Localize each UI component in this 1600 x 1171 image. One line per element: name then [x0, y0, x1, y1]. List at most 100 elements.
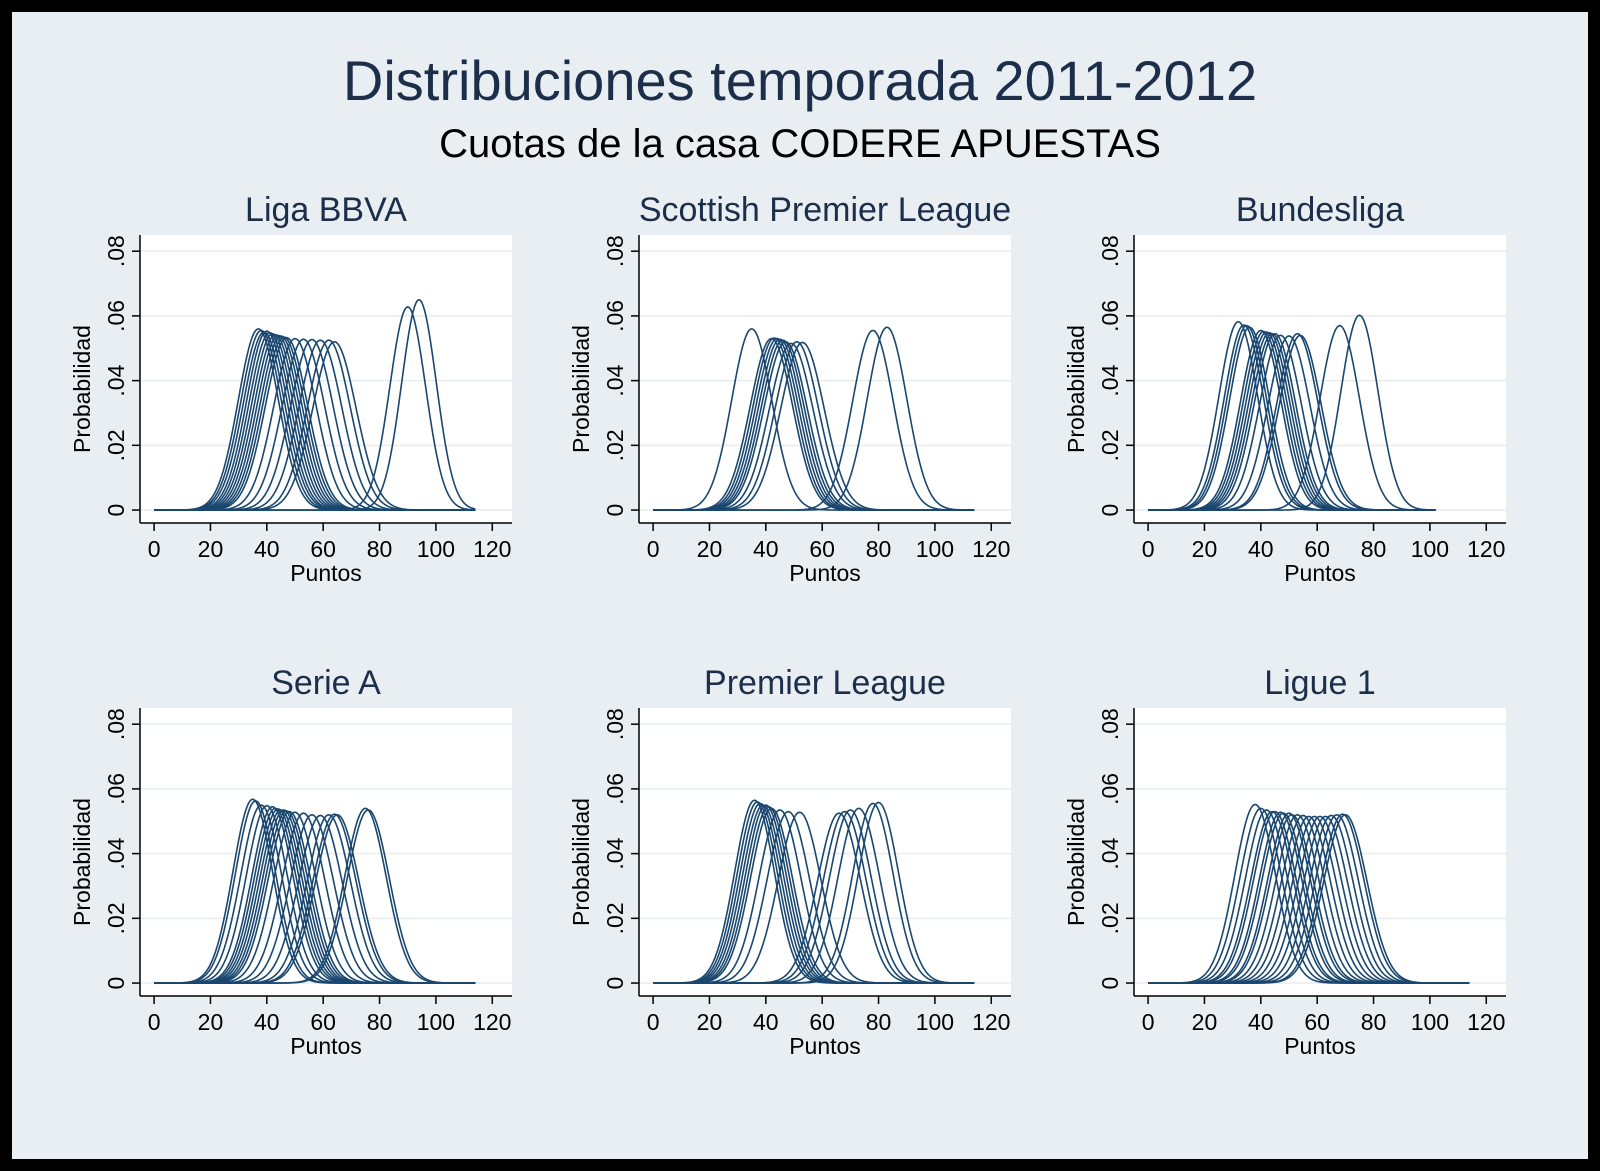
- y-tick-label: 0: [1097, 504, 1123, 517]
- x-tick-label: 80: [367, 536, 393, 562]
- y-tick-label: 0: [103, 504, 129, 517]
- chart-grid: Liga BBVA 0 20 40 60 80 100 120 0 .02 .04 .06 .08 Pun…: [69, 191, 1506, 1059]
- chart-title: Ligue 1: [1264, 664, 1376, 702]
- y-axis-label: Probabilidad: [568, 325, 594, 453]
- x-tick-label: 20: [198, 536, 224, 562]
- plot-area: [140, 235, 512, 523]
- x-tick-label: 60: [1304, 1009, 1330, 1035]
- chart-panel-3: Bundesliga 0 20 40 60 80 100 120 0 .02 .04 .06 .08 Pu…: [1063, 191, 1506, 586]
- y-tick-label: .04: [1097, 837, 1123, 869]
- series-curve: [154, 298, 476, 511]
- x-tick-label: 20: [1192, 1009, 1218, 1035]
- plot-area: [639, 708, 1011, 996]
- x-tick-label: 0: [1142, 1009, 1155, 1035]
- x-tick-label: 40: [1248, 1009, 1274, 1035]
- x-tick-label: 0: [148, 1009, 161, 1035]
- x-tick-label: 120: [972, 536, 1010, 562]
- x-tick-label: 100: [916, 536, 954, 562]
- y-tick-label: .08: [1097, 235, 1123, 267]
- x-tick-label: 120: [1467, 536, 1505, 562]
- y-tick-label: .04: [602, 837, 628, 869]
- y-tick-label: .02: [602, 902, 628, 934]
- y-tick-label: 0: [602, 977, 628, 990]
- x-tick-label: 100: [417, 1009, 455, 1035]
- y-tick-label: .04: [103, 837, 129, 869]
- y-tick-label: .06: [1097, 300, 1123, 332]
- x-tick-label: 100: [1411, 536, 1449, 562]
- x-axis-label: Puntos: [789, 1033, 861, 1059]
- chart-panel-5: Premier League 0 20 40 60 80 100 120 0 .02 .04 .06.…: [568, 664, 1011, 1059]
- x-tick-label: 60: [1304, 536, 1330, 562]
- x-tick-label: 60: [310, 1009, 336, 1035]
- y-tick-label: .08: [103, 235, 129, 267]
- y-tick-label: .08: [103, 708, 129, 740]
- y-axis-label: Probabilidad: [69, 325, 95, 453]
- x-tick-label: 60: [310, 536, 336, 562]
- chart-title: Premier League: [704, 664, 946, 702]
- y-tick-label: 0: [602, 504, 628, 517]
- x-tick-label: 80: [1361, 1009, 1387, 1035]
- x-tick-label: 100: [1411, 1009, 1449, 1035]
- y-tick-label: .06: [103, 300, 129, 332]
- x-tick-label: 60: [809, 1009, 835, 1035]
- x-tick-label: 60: [809, 536, 835, 562]
- y-tick-label: .08: [1097, 708, 1123, 740]
- x-tick-label: 80: [367, 1009, 393, 1035]
- x-tick-label: 20: [697, 536, 723, 562]
- x-tick-label: 40: [254, 536, 280, 562]
- figure-title: Distribuciones temporada 2011-2012: [342, 49, 1258, 112]
- y-tick-label: .02: [103, 429, 129, 461]
- y-tick-label: .08: [602, 235, 628, 267]
- x-tick-label: 80: [1361, 536, 1387, 562]
- y-axis-label: Probabilidad: [69, 798, 95, 926]
- y-tick-label: .06: [602, 300, 628, 332]
- plot-area: [1134, 708, 1506, 996]
- x-tick-label: 120: [972, 1009, 1010, 1035]
- y-axis-label: Probabilidad: [568, 798, 594, 926]
- y-tick-label: .04: [103, 364, 129, 396]
- chart-title: Serie A: [271, 664, 381, 702]
- plot-area: [639, 235, 1011, 523]
- x-tick-label: 120: [473, 536, 511, 562]
- x-axis-label: Puntos: [290, 1033, 362, 1059]
- x-tick-label: 100: [417, 536, 455, 562]
- x-tick-label: 40: [1248, 536, 1274, 562]
- y-axis-label: Probabilidad: [1063, 325, 1089, 453]
- x-tick-label: 0: [647, 1009, 660, 1035]
- figure-frame: Distribuciones temporada 2011-2012 Cuota…: [12, 12, 1588, 1159]
- chart-title: Liga BBVA: [245, 191, 407, 229]
- chart-title: Bundesliga: [1236, 191, 1404, 229]
- y-tick-label: .08: [602, 708, 628, 740]
- y-tick-label: .06: [103, 773, 129, 805]
- x-tick-label: 80: [866, 1009, 892, 1035]
- x-tick-label: 20: [198, 1009, 224, 1035]
- figure-subtitle: Cuotas de la casa CODERE APUESTAS: [439, 122, 1161, 166]
- series-curve: [1148, 813, 1470, 984]
- y-tick-label: .02: [1097, 429, 1123, 461]
- x-tick-label: 40: [753, 536, 779, 562]
- x-tick-label: 120: [1467, 1009, 1505, 1035]
- series-curve: [154, 809, 476, 984]
- plot-area: [140, 708, 512, 996]
- series-curve: [1148, 314, 1436, 511]
- x-tick-label: 100: [916, 1009, 954, 1035]
- x-tick-label: 80: [866, 536, 892, 562]
- x-tick-label: 0: [148, 536, 161, 562]
- x-axis-label: Puntos: [1284, 560, 1356, 586]
- y-tick-label: .04: [1097, 364, 1123, 396]
- y-axis-label: Probabilidad: [1063, 798, 1089, 926]
- chart-panel-1: Liga BBVA 0 20 40 60 80 100 120 0 .02 .04 .06 .08 Pun…: [69, 191, 512, 586]
- chart-panel-6: Ligue 1 0 20 40 60 80 100 120 0 .02 .04 .06 .08 Punto…: [1063, 664, 1506, 1059]
- x-axis-label: Puntos: [290, 560, 362, 586]
- y-tick-label: 0: [1097, 977, 1123, 990]
- x-axis-label: Puntos: [1284, 1033, 1356, 1059]
- series-curve: [653, 801, 975, 984]
- chart-title: Scottish Premier League: [639, 191, 1011, 229]
- x-tick-label: 20: [697, 1009, 723, 1035]
- y-tick-label: .02: [602, 429, 628, 461]
- y-tick-label: .02: [1097, 902, 1123, 934]
- plot-area: [1134, 235, 1506, 523]
- x-tick-label: 20: [1192, 536, 1218, 562]
- y-tick-label: .06: [602, 773, 628, 805]
- x-tick-label: 40: [753, 1009, 779, 1035]
